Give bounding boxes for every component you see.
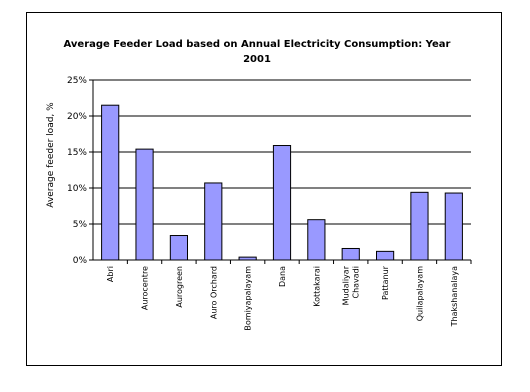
y-tick-label: 25%: [67, 76, 87, 86]
bar: [376, 250, 395, 261]
bars: [101, 104, 463, 261]
y-tick-label: 20%: [67, 112, 87, 122]
chart-title-line-2: 2001: [243, 54, 271, 65]
chart-frame: Average Feeder Load based on Annual Elec…: [26, 12, 502, 366]
category-labels: Abri Aurocentre Aurogreen Auro Orchard Bomiy…: [106, 265, 459, 330]
category-label: Pattanur: [381, 265, 390, 300]
bar: [341, 247, 360, 261]
category-label: Dana: [278, 266, 287, 287]
bar: [444, 192, 463, 261]
bar: [204, 182, 223, 261]
chart-title-line-1: Average Feeder Load based on Annual Elec…: [64, 39, 451, 50]
y-axis-title: Average feeder load, %: [46, 102, 56, 208]
category-label: Mudaliyar: [342, 265, 351, 305]
category-label: Aurogreen: [175, 266, 184, 308]
y-tick-label: 0%: [73, 256, 88, 266]
category-label: Aurocentre: [141, 266, 150, 310]
bar: [410, 191, 429, 261]
category-label: Chavadi: [352, 266, 361, 299]
category-label: Kottakarai: [312, 266, 321, 307]
category-label: Bomiyapalayam: [244, 266, 253, 331]
axes: [89, 79, 472, 264]
bar: [169, 235, 188, 261]
bar: [135, 148, 154, 261]
y-tick-labels: 0% 5% 10% 15% 20% 25%: [67, 76, 87, 266]
bar: [101, 104, 120, 261]
bar-chart: Average Feeder Load based on Annual Elec…: [46, 39, 472, 331]
y-tick-label: 15%: [67, 148, 87, 158]
category-label: Quilapalayam: [415, 266, 424, 321]
category-label: Abri: [106, 266, 115, 282]
category-label: Auro Orchard: [209, 266, 218, 319]
y-tick-label: 10%: [67, 184, 87, 194]
bar: [307, 219, 326, 261]
bar: [272, 145, 292, 261]
category-label: Thakshanalaya: [450, 266, 459, 327]
y-tick-label: 5%: [73, 220, 88, 230]
